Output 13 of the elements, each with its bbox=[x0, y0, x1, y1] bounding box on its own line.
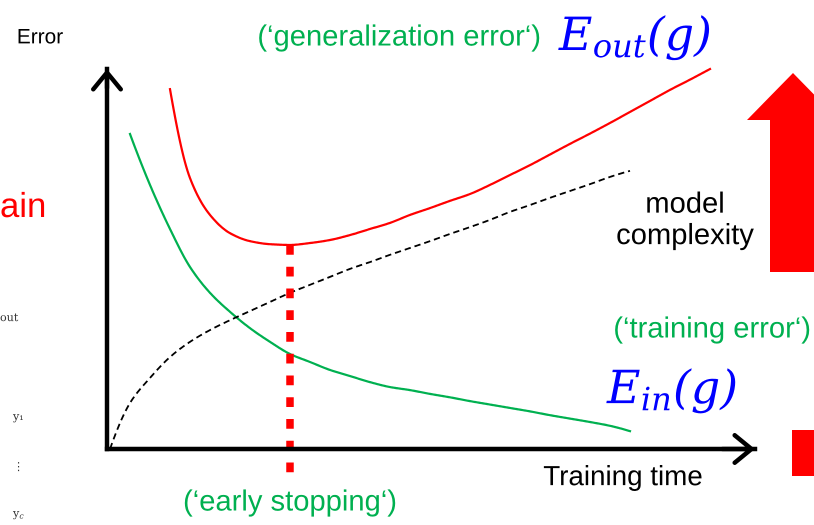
annotation: (‘training error‘) bbox=[615, 316, 810, 344]
text: ⋮ bbox=[18, 462, 20, 472]
text: out bbox=[0, 314, 18, 322]
y-axis-title: Error bbox=[18, 29, 63, 44]
x-axis-title: Training time bbox=[544, 465, 702, 491]
text: ain bbox=[1, 192, 44, 218]
text: y$_{c}$ bbox=[12, 511, 24, 520]
text: (‘generalization error‘) bbox=[259, 24, 540, 52]
series-label: model complexity bbox=[617, 192, 754, 250]
series-label: E$_{out}$(g) bbox=[558, 15, 710, 60]
text: (‘early stopping‘) bbox=[184, 489, 396, 517]
text: y₁ bbox=[12, 414, 23, 422]
series-label: E$_{in}$(g) bbox=[606, 368, 736, 414]
